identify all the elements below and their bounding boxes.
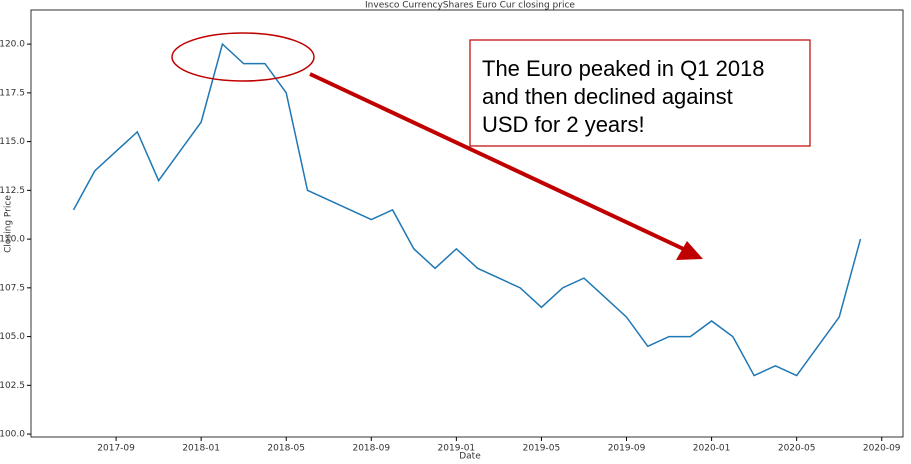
annotation-line: The Euro peaked in Q1 2018 xyxy=(482,56,765,81)
x-tick-label: 2020-01 xyxy=(693,444,731,454)
highlight-ellipse xyxy=(171,32,315,82)
y-tick-label: 102.5 xyxy=(0,381,25,391)
x-tick-label: 2018-05 xyxy=(267,444,305,454)
y-tick-label: 107.5 xyxy=(0,283,25,293)
plot-frame xyxy=(30,9,904,438)
y-tick-label: 112.5 xyxy=(0,186,25,196)
chart-title: Invesco CurrencyShares Euro Cur closing … xyxy=(365,1,575,11)
y-tick-label: 115.0 xyxy=(0,137,25,147)
annotation-box xyxy=(469,39,811,147)
y-tick-label: 100.0 xyxy=(0,430,25,440)
y-tick-label: 105.0 xyxy=(0,332,25,342)
x-tick-label: 2019-05 xyxy=(523,444,561,454)
y-axis-label: Closing Price xyxy=(4,195,14,253)
annotation-line: USD for 2 years! xyxy=(482,112,645,137)
y-tick-label: 117.5 xyxy=(0,88,25,98)
x-tick-label: 2019-09 xyxy=(608,444,646,454)
x-tick-label: 2018-09 xyxy=(352,444,390,454)
y-tick-label: 110.0 xyxy=(0,235,25,245)
y-tick-label: 120.0 xyxy=(0,40,25,50)
x-axis-label: Date xyxy=(459,452,481,462)
x-tick-label: 2017-09 xyxy=(97,444,135,454)
annotation-line: and then declined against xyxy=(482,84,733,109)
x-tick-label: 2020-05 xyxy=(778,444,816,454)
price-line xyxy=(72,42,862,377)
arrow-shaft xyxy=(309,72,691,254)
x-tick-label: 2020-09 xyxy=(863,444,901,454)
arrow-head xyxy=(676,241,703,260)
x-tick-label: 2018-01 xyxy=(182,444,220,454)
x-tick-label: 2019-01 xyxy=(438,444,476,454)
